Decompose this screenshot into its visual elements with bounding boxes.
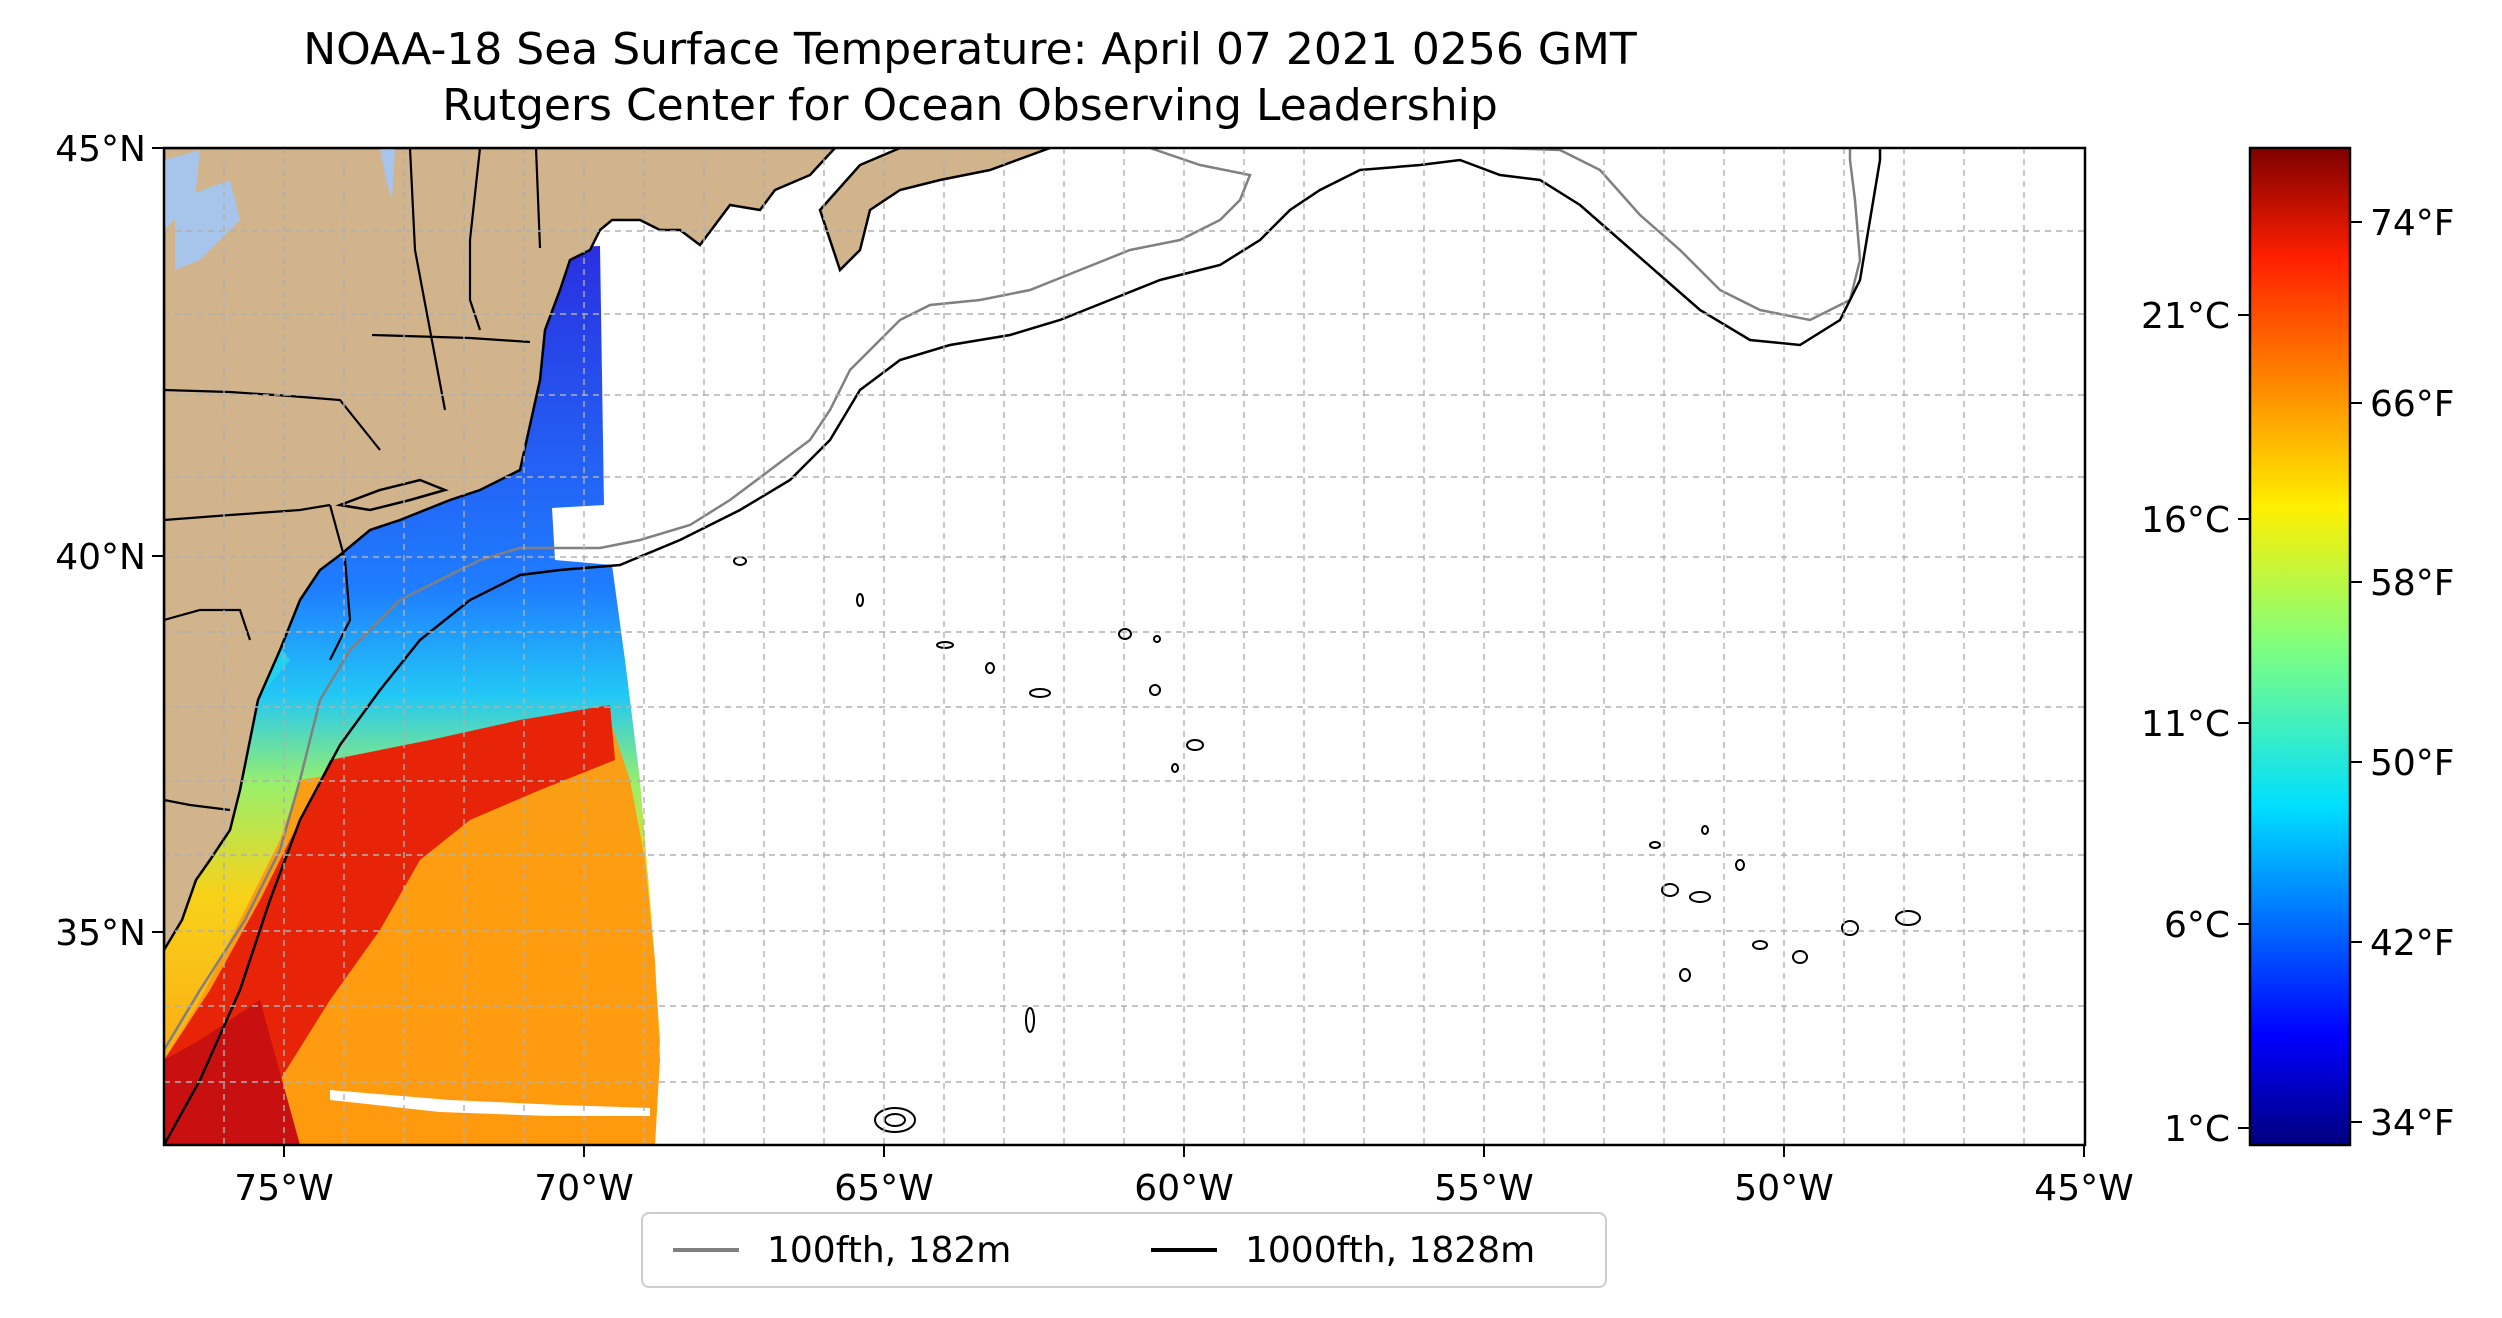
y-tick-label: 45°N [55,129,146,170]
lakes [164,148,395,270]
colorbar-fahrenheit-label: 74°F [2370,203,2455,244]
x-tick-label: 60°W [1134,1168,1233,1209]
legend-label: 1000fth, 1828m [1245,1229,1536,1271]
colorbar-fahrenheit-label: 58°F [2370,563,2455,604]
map-title: NOAA-18 Sea Surface Temperature: April 0… [303,24,1637,75]
legend-line-gray [673,1248,739,1252]
colorbar-fahrenheit-label: 66°F [2370,384,2455,425]
colorbar-celsius-label: 6°C [2164,905,2230,946]
colorbar-celsius-label: 11°C [2141,704,2230,745]
colorbar-fahrenheit-label: 50°F [2370,743,2455,784]
colorbar-fahrenheit-label: 42°F [2370,923,2455,964]
isobath-100fth [164,148,1252,1051]
legend-item-1000fth: 1000fth, 1828m [1151,1214,1535,1286]
seamounts [733,556,1921,1133]
colorbar-ticks [2238,221,2362,1129]
gridlines [164,148,2085,1145]
colorbar-celsius-label: 1°C [2164,1109,2230,1150]
land [164,148,1051,953]
legend-line-black [1151,1248,1217,1252]
map-subtitle: Rutgers Center for Ocean Observing Leade… [442,80,1498,131]
y-tick-label: 40°N [55,537,146,578]
colorbar-celsius-label: 16°C [2141,500,2230,541]
legend-item-100fth: 100fth, 182m [673,1214,1011,1286]
x-tick-label: 75°W [234,1168,333,1209]
x-tick-label: 50°W [1734,1168,1833,1209]
x-tick-label: 70°W [534,1168,633,1209]
legend-label: 100fth, 182m [767,1229,1012,1271]
isobath-1000fth [164,148,1882,1145]
legend: 100fth, 182m 1000fth, 1828m [641,1212,1607,1288]
colorbar [2248,146,2352,1147]
y-tick-label: 35°N [55,913,146,954]
x-axis [283,1145,2085,1157]
x-tick-label: 65°W [834,1168,933,1209]
colorbar-fahrenheit-label: 34°F [2370,1103,2455,1144]
map-frame [162,146,2087,1147]
x-tick-label: 45°W [2034,1168,2133,1209]
x-tick-label: 55°W [1434,1168,1533,1209]
y-axis [152,147,164,933]
colorbar-celsius-label: 21°C [2141,296,2230,337]
